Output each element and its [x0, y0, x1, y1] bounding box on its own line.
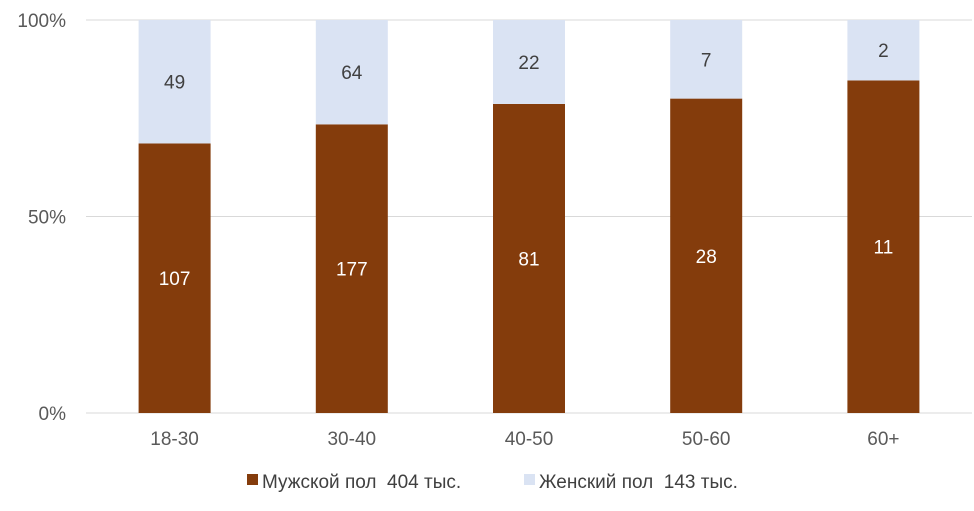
x-axis-ticks: 18-30 30-40 40-50 50-60 60+: [150, 429, 899, 450]
legend-label: Мужской пол 404 тыс.: [262, 472, 461, 493]
legend-label: Женский пол 143 тыс.: [539, 472, 738, 493]
x-tick-label: 30-40: [327, 429, 376, 450]
y-axis-ticks: 0% 50% 100%: [17, 11, 66, 425]
y-tick-label: 100%: [17, 11, 66, 32]
data-label: 49: [164, 73, 185, 94]
y-tick-label: 50%: [28, 208, 66, 229]
bar-segment: [670, 20, 743, 99]
x-tick-label: 18-30: [150, 429, 199, 450]
x-tick-label: 60+: [867, 429, 899, 450]
bar-segment: [138, 20, 211, 144]
legend-swatch: [524, 474, 535, 485]
bar-segment: [493, 20, 565, 104]
bar-segment: [670, 98, 743, 413]
bar-segment: [847, 80, 920, 413]
bar-segment: [493, 103, 565, 414]
data-label: 2: [878, 41, 889, 62]
legend-swatch: [247, 474, 258, 485]
y-tick-label: 0%: [39, 404, 67, 425]
bar-segment: [315, 20, 388, 125]
bar-segment: [138, 143, 211, 413]
data-label: 64: [341, 63, 363, 84]
legend: Мужской пол 404 тыс. Женский пол 143 тыс.: [247, 472, 738, 493]
data-label: 107: [159, 269, 191, 290]
data-label: 28: [696, 247, 717, 268]
bar-segment: [847, 20, 920, 81]
data-label: 7: [701, 50, 712, 71]
data-label: 81: [518, 249, 539, 270]
data-label: 11: [874, 238, 894, 259]
bar-segment: [315, 124, 388, 413]
bars: 107 49 177 64 81 22 28 7 11 2: [138, 20, 920, 414]
x-tick-label: 40-50: [505, 429, 554, 450]
data-label: 22: [518, 53, 539, 74]
x-tick-label: 50-60: [682, 429, 731, 450]
data-label: 177: [336, 260, 368, 281]
